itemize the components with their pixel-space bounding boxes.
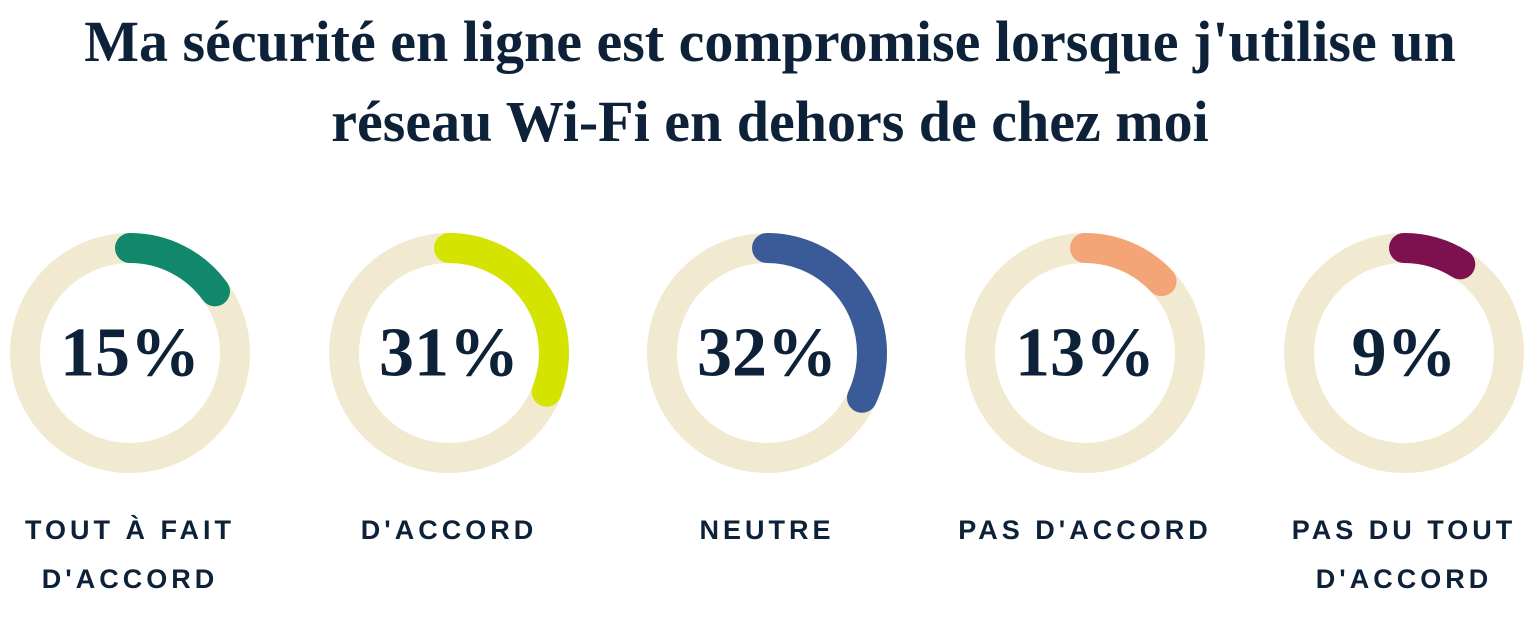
value-label: 15%	[60, 315, 200, 392]
ring-arc	[10, 233, 250, 473]
value-label: 32%	[697, 315, 837, 392]
ring-arc	[1284, 233, 1524, 473]
category-label: PAS DU TOUT D'ACCORD	[1291, 515, 1517, 594]
category-label: NEUTRE	[699, 515, 835, 545]
value-label: 31%	[379, 315, 519, 392]
value-label: 13%	[1015, 315, 1155, 392]
ring-arc	[647, 233, 887, 473]
ring-arc	[329, 233, 569, 473]
chart-title: Ma sécurité en ligne est compromise lors…	[84, 9, 1456, 154]
value-label: 9%	[1352, 315, 1457, 392]
title-box: Ma sécurité en ligne est compromise lors…	[0, 2, 1540, 162]
category-label: TOUT À FAIT D'ACCORD	[25, 515, 235, 594]
category-label: D'ACCORD	[360, 515, 538, 545]
ring-arc	[965, 233, 1205, 473]
category-label: PAS D'ACCORD	[958, 515, 1212, 545]
